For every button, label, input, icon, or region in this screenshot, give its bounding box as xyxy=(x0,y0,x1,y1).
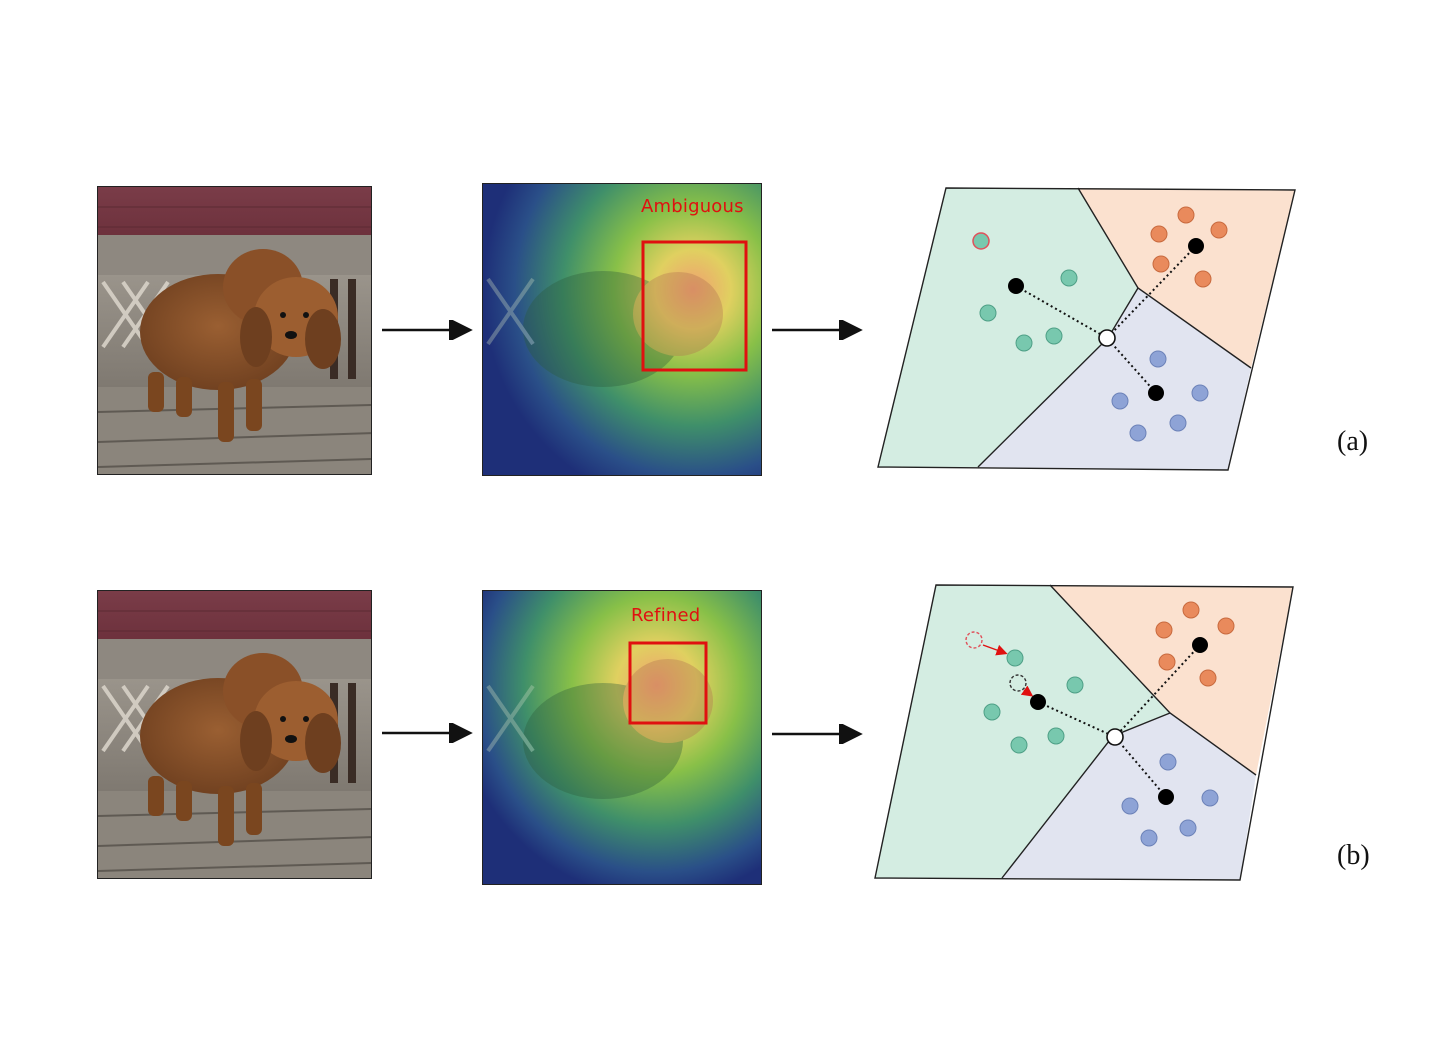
heatmap-overlay xyxy=(483,184,761,475)
cluster-points-orange-b xyxy=(1155,601,1235,687)
original-prototype-dashed xyxy=(1009,674,1027,692)
row-tag-a: (a) xyxy=(1337,426,1369,457)
prototypes-a xyxy=(1008,238,1204,401)
flow-arrow-a2 xyxy=(772,320,863,340)
input-image-b xyxy=(97,590,372,879)
heatmap-overlay xyxy=(483,591,761,884)
feature-space-b xyxy=(874,584,1294,881)
mislabeled-point-a xyxy=(972,232,990,250)
original-position-red-dashed xyxy=(965,631,983,649)
region-green-a xyxy=(878,188,1138,467)
flow-arrow-b1 xyxy=(382,723,473,743)
poodle-photo xyxy=(98,591,371,878)
query-point-a xyxy=(1098,329,1116,347)
query-point-b xyxy=(1106,728,1124,746)
cluster-points-green-a xyxy=(979,269,1078,352)
flow-arrow-a1 xyxy=(382,320,473,340)
cluster-points-orange-a xyxy=(1150,206,1228,288)
attention-box-b xyxy=(628,641,708,725)
row-tag-b: (b) xyxy=(1337,840,1370,871)
heatmap-label-refined: Refined xyxy=(631,605,701,626)
feature-space-a xyxy=(877,187,1296,471)
attention-map-a: Ambiguous xyxy=(482,183,762,476)
attention-box-a xyxy=(641,240,748,372)
region-orange-a xyxy=(1078,188,1295,368)
poodle-photo xyxy=(98,187,371,474)
cluster-points-blue-a xyxy=(1111,350,1209,442)
attention-map-b: Refined xyxy=(482,590,762,885)
region-orange-b xyxy=(1050,585,1293,775)
region-green-b xyxy=(875,585,1170,878)
heatmap-label-ambiguous: Ambiguous xyxy=(641,196,744,217)
shift-arrow-red-2 xyxy=(1020,685,1034,697)
shift-arrow-red-1 xyxy=(982,644,1008,656)
cluster-points-green-b xyxy=(983,649,1084,754)
region-blue-b xyxy=(1002,713,1256,880)
flow-arrow-b2 xyxy=(772,724,863,744)
prototypes-b xyxy=(1030,637,1208,805)
cluster-points-blue-b xyxy=(1121,753,1219,847)
input-image-a xyxy=(97,186,372,475)
